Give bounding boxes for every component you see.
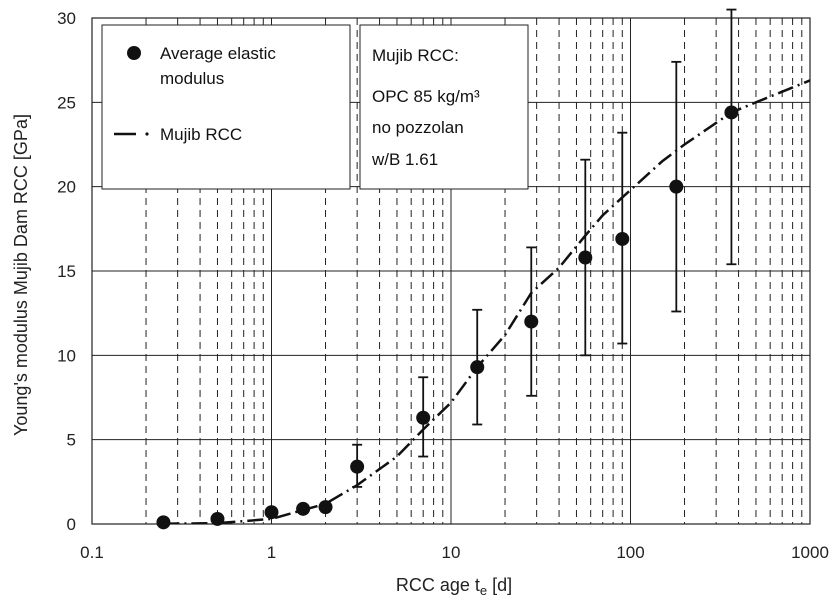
data-point [724,105,739,120]
data-points [156,105,739,530]
annotation-line-1: Mujib RCC: [372,46,459,65]
tick-labels: 0.1 1 10 100 1000 0 5 10 15 20 25 30 [57,9,829,562]
data-point [156,515,171,530]
annotation-box: Mujib RCC: OPC 85 kg/m³ no pozzolan w/B … [359,24,529,190]
legend: Average elastic modulus Mujib RCC [101,24,351,190]
x-axis-title-main: RCC age t [396,575,480,595]
x-tick-label: 0.1 [80,543,104,562]
plot-frame [91,17,811,525]
data-point [318,500,333,515]
y-tick-label: 25 [57,93,76,112]
annotation-line-2: OPC 85 kg/m³ [372,87,480,106]
data-point [264,505,279,520]
mujib-rcc-curve-group [163,79,810,524]
data-point [296,501,311,516]
y-tick-label: 5 [67,431,76,450]
y-axis-title: Young's modulus Mujib Dam RCC [GPa] [11,114,31,436]
y-tick-label: 15 [57,262,76,281]
data-point [615,231,630,246]
x-axis-title-unit: [d] [487,575,512,595]
legend-label-average-line1: Average elastic [160,44,276,63]
x-axis-title: RCC age te [d] [396,575,512,598]
legend-point-marker [127,46,141,60]
x-tick-label: 10 [442,543,461,562]
x-tick-label: 1000 [791,543,829,562]
legend-label-average-line2: modulus [160,69,224,88]
y-tick-label: 20 [57,178,76,197]
annotation-line-4: w/B 1.61 [371,150,438,169]
legend-box [101,24,351,190]
annotation-line-3: no pozzolan [372,118,464,137]
data-point [416,410,431,425]
y-tick-label: 30 [57,9,76,28]
x-tick-label: 1 [267,543,276,562]
legend-label-mujib: Mujib RCC [160,125,242,144]
y-tick-label: 10 [57,346,76,365]
annotation-frame [359,24,529,190]
mujib-rcc-curve [163,79,810,524]
y-tick-label: 0 [67,515,76,534]
data-point [470,360,485,375]
data-point [350,459,365,474]
x-tick-label: 100 [616,543,644,562]
x-axis-title-sub: e [480,583,487,598]
data-point [669,179,684,194]
legend-line-dot [145,132,149,136]
data-point [578,250,593,265]
axes [91,17,811,525]
data-point [210,511,225,526]
data-point [524,314,539,329]
